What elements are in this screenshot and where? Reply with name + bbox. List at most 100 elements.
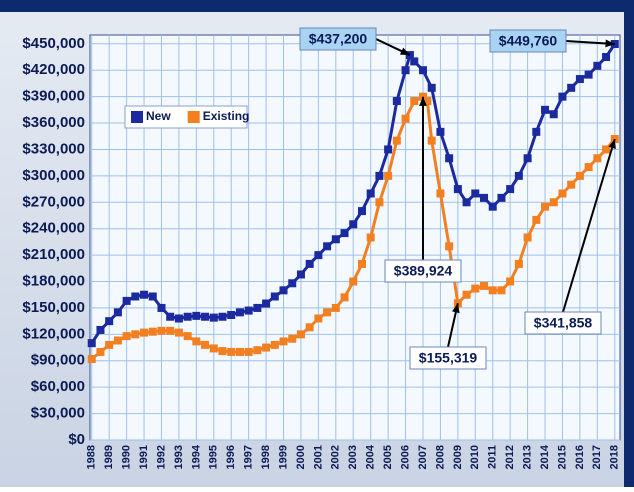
marker	[184, 332, 192, 340]
marker	[166, 313, 174, 321]
y-tick-label: $420,000	[22, 61, 85, 78]
marker	[532, 128, 540, 136]
legend-label: New	[146, 109, 171, 123]
x-tick-label: 2014	[539, 444, 551, 469]
marker	[532, 216, 540, 224]
marker	[105, 341, 113, 349]
marker	[175, 315, 183, 323]
marker	[445, 154, 453, 162]
marker	[497, 194, 505, 202]
marker	[210, 314, 218, 322]
marker	[489, 203, 497, 211]
x-tick-label: 2013	[522, 445, 534, 469]
marker	[349, 278, 357, 286]
marker	[201, 341, 209, 349]
marker	[541, 106, 549, 114]
marker	[524, 154, 532, 162]
marker	[123, 297, 131, 305]
x-tick-label: 2006	[399, 445, 411, 469]
marker	[585, 163, 593, 171]
y-tick-label: $210,000	[22, 246, 85, 263]
x-tick-label: 2008	[434, 445, 446, 469]
marker	[489, 286, 497, 294]
marker	[576, 172, 584, 180]
marker	[297, 270, 305, 278]
marker	[550, 198, 558, 206]
y-tick-label: $300,000	[22, 167, 85, 184]
x-tick-label: 2018	[609, 445, 621, 469]
marker	[131, 330, 139, 338]
marker	[506, 185, 514, 193]
annotation-text: $449,760	[499, 33, 558, 49]
x-tick-label: 1988	[86, 445, 98, 469]
marker	[593, 62, 601, 70]
marker	[463, 198, 471, 206]
marker	[227, 348, 235, 356]
marker	[463, 291, 471, 299]
marker	[393, 97, 401, 105]
marker	[358, 207, 366, 215]
marker	[332, 304, 340, 312]
annotation-text: $155,319	[419, 350, 478, 366]
x-tick-label: 1992	[155, 445, 167, 469]
marker	[88, 339, 96, 347]
marker	[410, 57, 418, 65]
x-tick-label: 2012	[504, 445, 516, 469]
marker	[497, 286, 505, 294]
x-tick-label: 2003	[347, 445, 359, 469]
marker	[219, 313, 227, 321]
x-tick-label: 1990	[121, 445, 133, 469]
top-band	[0, 0, 634, 12]
marker	[280, 337, 288, 345]
marker	[114, 308, 122, 316]
annotation-text: $437,200	[309, 31, 368, 47]
marker	[541, 203, 549, 211]
y-tick-label: $30,000	[31, 405, 85, 422]
x-tick-label: 2015	[556, 445, 568, 469]
marker	[280, 286, 288, 294]
x-tick-label: 1999	[277, 445, 289, 469]
marker	[428, 137, 436, 145]
y-tick-label: $270,000	[22, 193, 85, 210]
marker	[480, 194, 488, 202]
marker	[428, 84, 436, 92]
x-tick-label: 1994	[190, 444, 202, 469]
marker	[157, 327, 165, 335]
marker	[123, 332, 131, 340]
x-tick-label: 2011	[487, 445, 499, 469]
marker	[471, 189, 479, 197]
marker	[567, 181, 575, 189]
marker	[140, 329, 148, 337]
marker	[96, 348, 104, 356]
annotation-text: $341,858	[534, 315, 593, 331]
y-tick-label: $330,000	[22, 140, 85, 157]
x-tick-label: 2007	[417, 445, 429, 469]
legend-label: Existing	[203, 109, 250, 123]
y-tick-label: $60,000	[31, 378, 85, 395]
marker	[271, 292, 279, 300]
marker	[558, 93, 566, 101]
marker	[323, 308, 331, 316]
marker	[393, 137, 401, 145]
y-tick-label: $360,000	[22, 114, 85, 131]
y-tick-label: $150,000	[22, 299, 85, 316]
marker	[192, 312, 200, 320]
marker	[341, 229, 349, 237]
marker	[253, 346, 261, 354]
marker	[184, 313, 192, 321]
x-tick-label: 1998	[260, 445, 272, 469]
marker	[384, 172, 392, 180]
x-tick-label: 2010	[469, 445, 481, 469]
marker	[192, 337, 200, 345]
x-tick-label: 2005	[382, 445, 394, 469]
x-tick-label: 1995	[208, 445, 220, 469]
marker	[375, 172, 383, 180]
marker	[375, 198, 383, 206]
marker	[602, 53, 610, 61]
marker	[585, 71, 593, 79]
marker	[149, 292, 157, 300]
legend-swatch	[188, 111, 200, 123]
y-tick-label: $120,000	[22, 325, 85, 342]
marker	[306, 260, 314, 268]
